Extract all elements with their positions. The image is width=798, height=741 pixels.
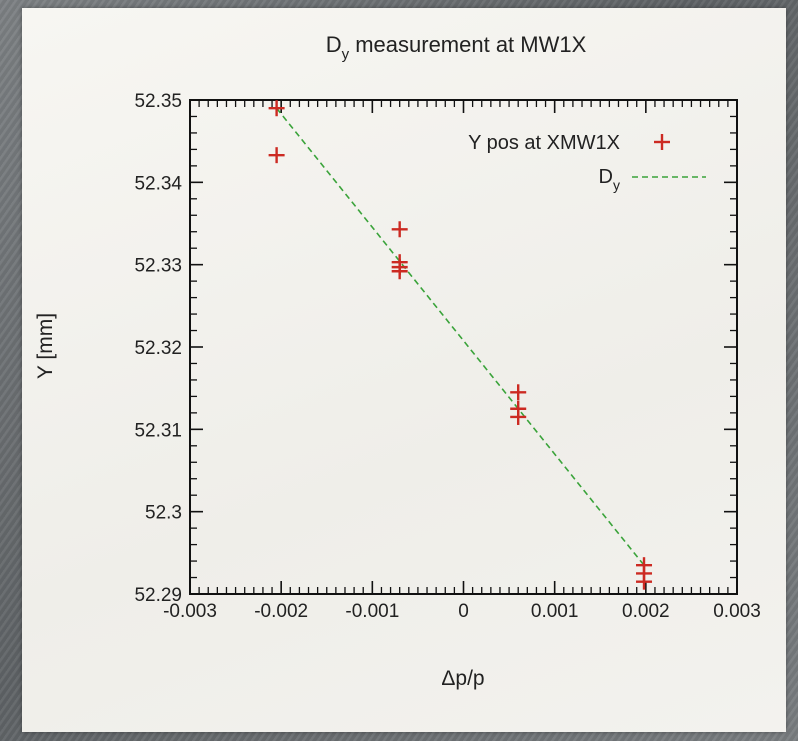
- data-points: [269, 100, 652, 589]
- dy-fit-line: [277, 108, 644, 565]
- data-point: [392, 263, 408, 279]
- y-tick-label: 52.35: [134, 91, 182, 112]
- y-tick-label: 52.34: [134, 173, 182, 194]
- y-tick-label: 52.3: [145, 503, 182, 524]
- y-tick-labels: 52.29 52.3 52.31 52.32 52.33 52.34 52.35: [134, 91, 182, 606]
- axis-ticks: [190, 100, 737, 594]
- dy-line: [277, 108, 644, 565]
- x-tick-label: -0.002: [254, 601, 308, 622]
- data-point: [269, 100, 285, 116]
- y-tick-label: 52.29: [134, 585, 182, 606]
- y-tick-label: 52.33: [134, 256, 182, 277]
- x-tick-label: 0.002: [622, 601, 670, 622]
- plot-frame: [190, 100, 737, 594]
- x-axis-label: Δp/p: [441, 667, 484, 690]
- legend-label-line: Dy: [599, 166, 620, 193]
- y-tick-label: 52.32: [134, 338, 182, 359]
- chart-title: Dy measurement at MW1X: [326, 32, 587, 63]
- legend: Y pos at XMW1X Dy: [468, 132, 706, 193]
- data-point: [510, 384, 526, 400]
- x-tick-label: 0: [458, 601, 469, 622]
- y-axis-label: Y [mm]: [34, 313, 57, 379]
- x-tick-label: 0.001: [531, 601, 579, 622]
- data-point: [510, 409, 526, 425]
- legend-marker-points: [654, 134, 670, 150]
- x-tick-labels: -0.003 -0.002 -0.001 0 0.001 0.002 0.003: [163, 601, 761, 622]
- data-point: [269, 147, 285, 163]
- legend-plus: [654, 134, 670, 150]
- data-point: [636, 574, 652, 590]
- x-tick-label: -0.001: [345, 601, 399, 622]
- legend-label-points: Y pos at XMW1X: [468, 132, 620, 154]
- x-tick-label: 0.003: [713, 601, 761, 622]
- y-tick-label: 52.31: [134, 420, 182, 441]
- data-point: [392, 221, 408, 237]
